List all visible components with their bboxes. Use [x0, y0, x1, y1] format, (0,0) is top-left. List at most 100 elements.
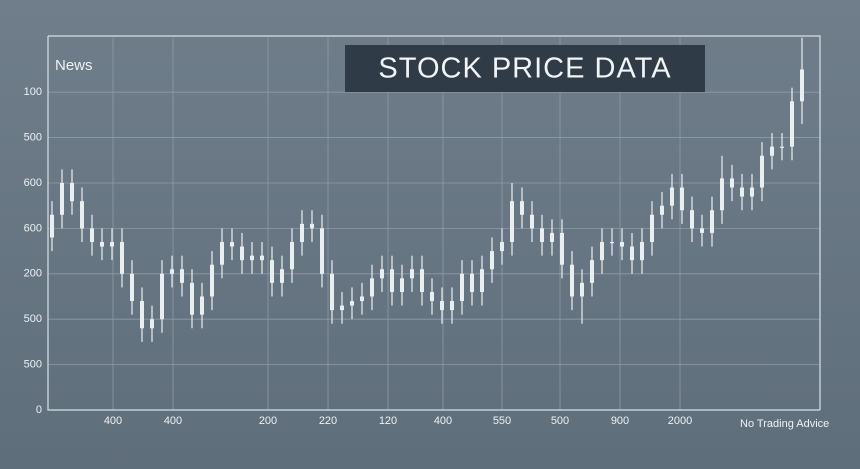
candle-body	[720, 178, 724, 211]
candle-body	[150, 319, 154, 329]
candle-body	[380, 269, 384, 279]
candle-body	[240, 246, 244, 261]
candle-body	[470, 273, 474, 292]
annotation: News	[55, 57, 93, 74]
candle-body	[710, 210, 714, 233]
candle-body	[450, 301, 454, 311]
candle-body	[690, 210, 694, 229]
candle-body	[90, 228, 94, 243]
candle-body	[540, 228, 544, 243]
candle-body	[260, 255, 264, 261]
candle-body	[360, 296, 364, 302]
candle-body	[140, 301, 144, 329]
candle-body	[180, 269, 184, 283]
candle-body	[790, 101, 794, 147]
candle-body	[580, 282, 584, 297]
y-tick-label: 0	[36, 404, 42, 416]
candle-body	[630, 246, 634, 261]
candle-body	[400, 278, 404, 292]
candle-body	[100, 242, 104, 247]
candle-body	[600, 242, 604, 261]
title-box	[345, 45, 705, 92]
candle-body	[760, 155, 764, 188]
candle-body	[250, 255, 254, 261]
candle-body	[570, 264, 574, 297]
candle-body	[190, 282, 194, 315]
candle-body	[740, 187, 744, 197]
candle-body	[290, 242, 294, 270]
y-tick-label: 600	[24, 177, 42, 189]
candle-body	[460, 273, 464, 302]
x-tick-label: 550	[493, 415, 511, 427]
candle-body	[110, 242, 114, 247]
candle-body	[210, 264, 214, 297]
candle-body	[280, 269, 284, 283]
candle-body	[80, 201, 84, 229]
candle-body	[420, 269, 424, 292]
candle-body	[560, 232, 564, 265]
candle-body	[490, 251, 494, 270]
plot-frame	[47, 35, 821, 411]
candle-body	[320, 228, 324, 274]
candle-body	[530, 214, 534, 229]
candle-body	[350, 301, 354, 306]
candle-body	[70, 182, 74, 202]
candle-body	[230, 242, 234, 247]
candle-body	[130, 273, 134, 302]
x-tick-label: 900	[611, 415, 629, 427]
chart-title: STOCK PRICE DATA	[378, 53, 671, 85]
y-tick-label: 500	[24, 131, 42, 143]
candle-body	[750, 187, 754, 197]
candle-body	[410, 269, 414, 279]
x-tick-label: 400	[164, 415, 182, 427]
candle-body	[160, 273, 164, 320]
x-tick-label: 500	[551, 415, 569, 427]
x-tick-label: 120	[379, 415, 397, 427]
candle-body	[200, 296, 204, 315]
candle-body	[670, 187, 674, 206]
candle-body	[330, 273, 334, 311]
y-tick-label: 500	[24, 313, 42, 325]
y-tick-label: 100	[24, 86, 42, 98]
candle-body	[640, 242, 644, 261]
x-tick-label: 400	[104, 415, 122, 427]
candle-body	[770, 146, 774, 156]
candle-body	[660, 205, 664, 215]
candle-body	[310, 223, 314, 229]
candle-body	[220, 242, 224, 265]
candle-body	[170, 269, 174, 274]
candle-body	[270, 260, 274, 283]
candle-body	[610, 242, 614, 244]
x-tick-label: 2000	[668, 415, 692, 427]
candle-body	[520, 201, 524, 215]
candle-body	[300, 223, 304, 243]
annotation: No Trading Advice	[740, 418, 829, 430]
x-tick-label: 400	[434, 415, 452, 427]
y-tick-label: 600	[24, 222, 42, 234]
candle-body	[590, 260, 594, 283]
candle-body	[730, 178, 734, 188]
candle-body	[500, 242, 504, 252]
candle-body	[60, 182, 64, 215]
candle-body	[390, 269, 394, 292]
candle-body	[780, 146, 784, 148]
x-tick-label: 220	[319, 415, 337, 427]
candle-body	[480, 269, 484, 292]
candle-body	[430, 291, 434, 302]
candle-body	[650, 214, 654, 243]
candle-body	[120, 242, 124, 274]
y-tick-label: 200	[24, 268, 42, 280]
candle-body	[550, 232, 554, 243]
candle-body	[700, 228, 704, 233]
candle-body	[800, 69, 804, 102]
candle-body	[510, 201, 514, 243]
candle-body	[340, 305, 344, 311]
y-tick-label: 500	[24, 359, 42, 371]
candle-body	[370, 278, 374, 297]
candle-body	[440, 301, 444, 311]
candle-body	[50, 214, 54, 238]
x-tick-label: 200	[259, 415, 277, 427]
candle-body	[680, 187, 684, 211]
candle-body	[620, 242, 624, 247]
